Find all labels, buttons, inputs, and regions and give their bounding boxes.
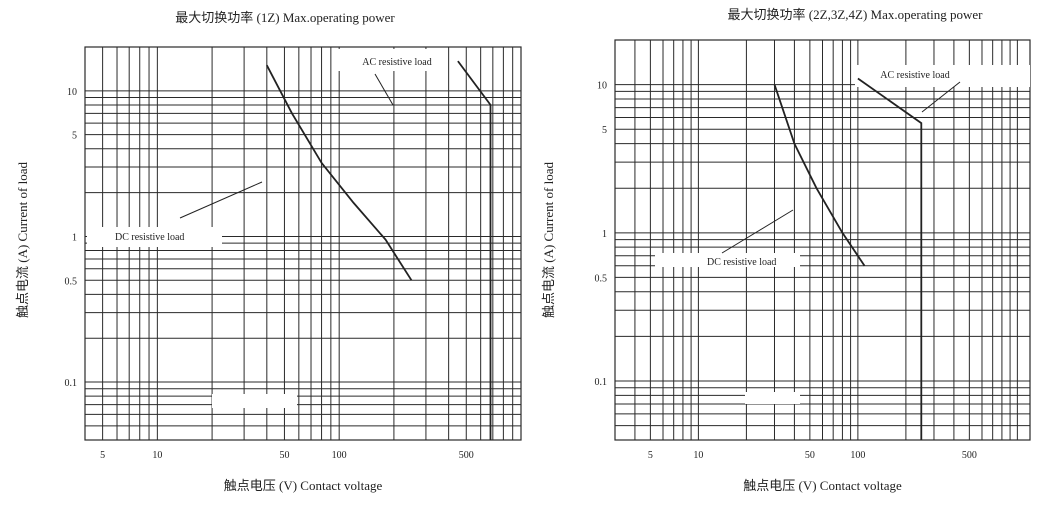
label-background bbox=[212, 394, 297, 408]
chart-title: 最大切换功率 (2Z,3Z,4Z) Max.operating power bbox=[728, 7, 984, 22]
plot-frame bbox=[84, 46, 522, 441]
x-tick-label: 50 bbox=[279, 450, 289, 461]
y-tick-label: 0.1 bbox=[65, 378, 78, 389]
ac-resistive-load-curve bbox=[457, 60, 492, 440]
y-tick-label: 5 bbox=[72, 131, 77, 142]
y-tick-label: 10 bbox=[597, 81, 607, 92]
ac-annotation-leader bbox=[921, 81, 961, 113]
dc-annotation-label: DC resistive load bbox=[707, 257, 776, 268]
chart-title: 最大切换功率 (1Z) Max.operating power bbox=[175, 10, 395, 25]
y-axis-title: 触点电流 (A) Current of load bbox=[15, 162, 30, 318]
ac-annotation-label: AC resistive load bbox=[362, 57, 431, 68]
plot-frame bbox=[614, 39, 1031, 441]
y-tick-label: 1 bbox=[72, 232, 77, 243]
x-axis-title: 触点电压 (V) Contact voltage bbox=[224, 478, 383, 493]
ac-annotation-label: AC resistive load bbox=[880, 70, 949, 81]
dc-annotation-leader bbox=[721, 209, 794, 254]
ac-annotation-leader bbox=[374, 73, 394, 106]
y-tick-label: 5 bbox=[602, 125, 607, 136]
grid bbox=[615, 40, 1030, 440]
dc-annotation-label: DC resistive load bbox=[115, 232, 184, 243]
dc-resistive-load-curve bbox=[773, 84, 866, 267]
x-tick-label: 100 bbox=[850, 450, 865, 461]
x-tick-label: 500 bbox=[459, 450, 474, 461]
label-background bbox=[855, 65, 1030, 87]
x-tick-label: 5 bbox=[100, 450, 105, 461]
x-tick-label: 500 bbox=[962, 450, 977, 461]
label-background bbox=[655, 253, 800, 267]
ac-resistive-load-curve bbox=[857, 77, 923, 440]
grid bbox=[85, 47, 521, 440]
x-tick-label: 10 bbox=[693, 450, 703, 461]
chart-1z: 最大切换功率 (1Z) Max.operating power AC resist… bbox=[15, 10, 522, 493]
y-tick-label: 10 bbox=[67, 87, 77, 98]
chart-2z-3z-4z: 最大切换功率 (2Z,3Z,4Z) Max.operating power AC … bbox=[541, 7, 1031, 493]
x-tick-label: 10 bbox=[152, 450, 162, 461]
x-tick-label: 5 bbox=[648, 450, 653, 461]
y-tick-label: 0.5 bbox=[595, 273, 608, 284]
dc-resistive-load-curve bbox=[266, 64, 413, 281]
y-tick-label: 0.1 bbox=[595, 377, 608, 388]
x-tick-label: 100 bbox=[332, 450, 347, 461]
y-tick-label: 1 bbox=[602, 229, 607, 240]
y-axis-title: 触点电流 (A) Current of load bbox=[541, 162, 556, 318]
label-background bbox=[745, 392, 800, 404]
label-background bbox=[336, 49, 446, 71]
y-tick-label: 0.5 bbox=[65, 276, 78, 287]
dc-annotation-leader bbox=[179, 181, 263, 219]
x-axis-title: 触点电压 (V) Contact voltage bbox=[743, 478, 902, 493]
label-background bbox=[87, 227, 222, 247]
x-tick-label: 50 bbox=[805, 450, 815, 461]
